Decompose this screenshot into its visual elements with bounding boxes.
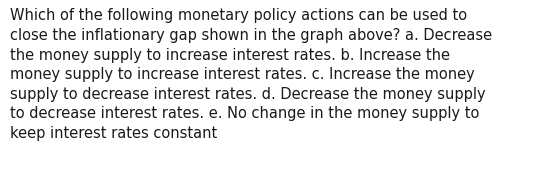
Text: Which of the following monetary policy actions can be used to
close the inflatio: Which of the following monetary policy a… — [10, 8, 492, 141]
